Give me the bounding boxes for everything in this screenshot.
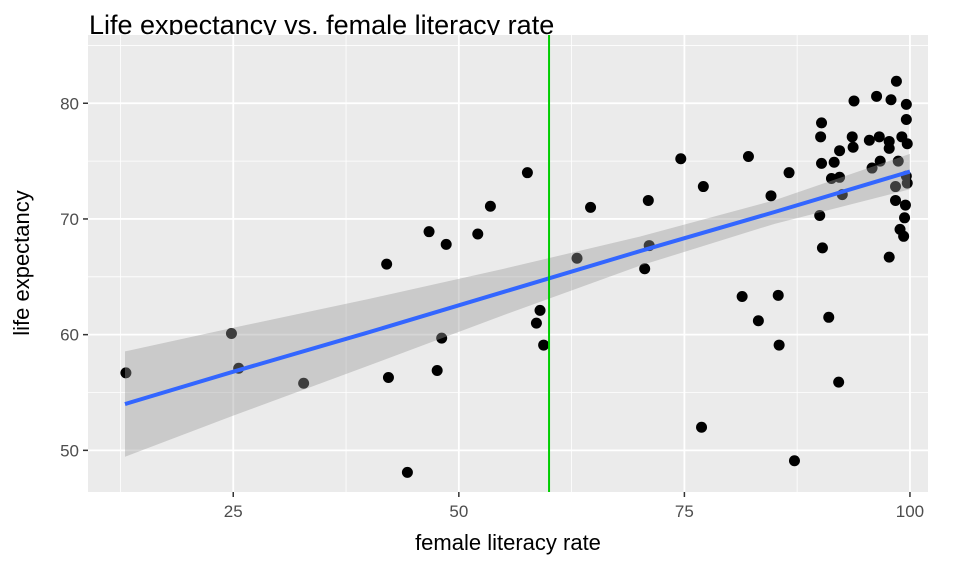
- data-point: [752, 315, 764, 327]
- data-point: [538, 339, 550, 351]
- data-point: [816, 157, 828, 169]
- data-point: [697, 181, 709, 193]
- x-tick-label: 25: [224, 502, 243, 521]
- data-point: [773, 339, 785, 351]
- data-point: [871, 90, 883, 102]
- data-point: [585, 201, 597, 213]
- data-point: [847, 141, 859, 153]
- data-point: [883, 142, 895, 154]
- data-point: [381, 258, 393, 270]
- data-point: [825, 172, 837, 184]
- data-point: [521, 167, 533, 179]
- data-point: [866, 162, 878, 174]
- data-point: [120, 367, 132, 379]
- data-point: [816, 242, 828, 254]
- data-point: [892, 155, 904, 167]
- data-point: [783, 167, 795, 179]
- data-point: [772, 289, 784, 301]
- data-point: [225, 327, 237, 339]
- y-tick-label: 50: [60, 441, 79, 460]
- data-point: [890, 194, 902, 206]
- data-point: [423, 226, 435, 238]
- data-point: [899, 212, 911, 224]
- data-point: [639, 263, 651, 275]
- plot-panel: [88, 35, 928, 492]
- data-point: [901, 138, 913, 150]
- data-point: [900, 113, 912, 125]
- x-tick-label: 100: [896, 502, 924, 521]
- data-point: [298, 377, 310, 389]
- data-point: [472, 228, 484, 240]
- data-point: [401, 466, 413, 478]
- data-point: [900, 98, 912, 110]
- y-tick-label: 80: [60, 94, 79, 113]
- data-point: [834, 171, 846, 183]
- data-point: [873, 131, 885, 143]
- data-point: [571, 252, 583, 264]
- data-point: [675, 153, 687, 165]
- data-point: [848, 95, 860, 107]
- data-point: [788, 455, 800, 467]
- data-point: [742, 150, 754, 162]
- data-point: [828, 156, 840, 168]
- data-point: [534, 304, 546, 316]
- data-point: [874, 155, 886, 167]
- data-point: [901, 177, 913, 189]
- y-tick-label: 70: [60, 210, 79, 229]
- data-point: [815, 131, 827, 143]
- data-point: [863, 134, 875, 146]
- data-point: [816, 117, 828, 129]
- data-point: [899, 199, 911, 211]
- data-point: [642, 194, 654, 206]
- data-point: [898, 230, 910, 242]
- data-point: [890, 181, 902, 193]
- data-point: [823, 311, 835, 323]
- x-axis-label: female literacy rate: [415, 530, 601, 555]
- data-point: [814, 209, 826, 221]
- data-point: [696, 421, 708, 433]
- data-point: [484, 200, 496, 212]
- x-tick-label: 50: [449, 502, 468, 521]
- data-point: [834, 145, 846, 157]
- data-point: [530, 317, 542, 329]
- data-point: [765, 190, 777, 202]
- data-point: [736, 290, 748, 302]
- data-point: [440, 238, 452, 250]
- data-point: [885, 94, 897, 106]
- data-point: [431, 365, 443, 377]
- data-point: [846, 131, 858, 143]
- data-point: [883, 251, 895, 263]
- x-tick-label: 75: [675, 502, 694, 521]
- data-point: [833, 376, 845, 388]
- data-point: [382, 371, 394, 383]
- data-point: [890, 75, 902, 87]
- regression-line: [124, 169, 911, 406]
- y-tick-label: 60: [60, 326, 79, 345]
- data-point: [436, 332, 448, 344]
